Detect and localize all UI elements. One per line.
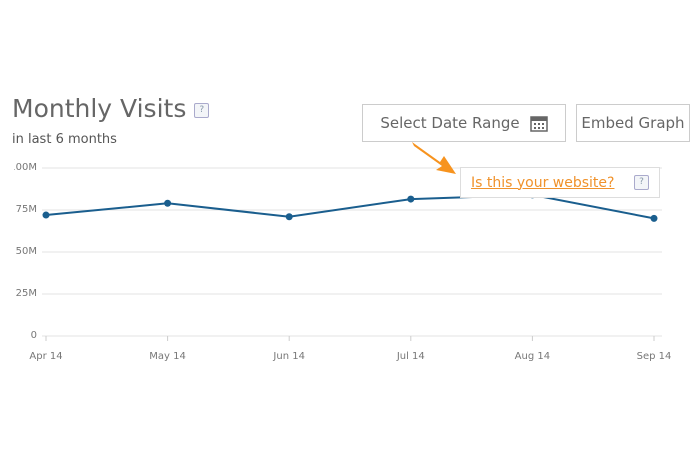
title: Monthly Visits [12, 94, 187, 123]
point [285, 213, 293, 221]
line [45, 193, 655, 220]
point [164, 199, 172, 207]
title-row: Monthly Visits ? [12, 94, 210, 123]
x-tick-label: Jul 14 [396, 351, 425, 362]
button-label: Select Date Range [380, 114, 520, 132]
embed-button[interactable]: Embed Graph [576, 104, 690, 142]
button-label: Embed Graph [581, 114, 685, 132]
y-tick-label: 100M [9, 162, 37, 173]
subtitle: in last 6 months [12, 132, 117, 147]
point [42, 211, 50, 219]
x-tick-label: May 14 [149, 351, 186, 362]
x-tick-label: Apr 14 [29, 351, 62, 362]
x-tick-label: Sep 14 [637, 351, 672, 362]
y-tick-label: 50M [16, 246, 37, 257]
y-tick-label: 25M [16, 288, 37, 299]
point [650, 214, 658, 222]
arrow [412, 142, 456, 174]
x-tick-label: Jun 14 [272, 351, 305, 362]
help-icon[interactable]: ? [194, 102, 210, 118]
y-tick-label: 0 [31, 330, 37, 341]
point [407, 195, 415, 203]
x-tick-label: Aug 14 [515, 351, 550, 362]
y-tick-label: 75M [16, 204, 37, 215]
callout: Is this your website? ? [460, 167, 660, 198]
calendar-icon [529, 116, 548, 132]
website-link[interactable]: Is this your website? [471, 174, 615, 191]
help-icon[interactable]: ? [634, 175, 649, 190]
date-range-button[interactable]: Select Date Range [362, 104, 566, 142]
